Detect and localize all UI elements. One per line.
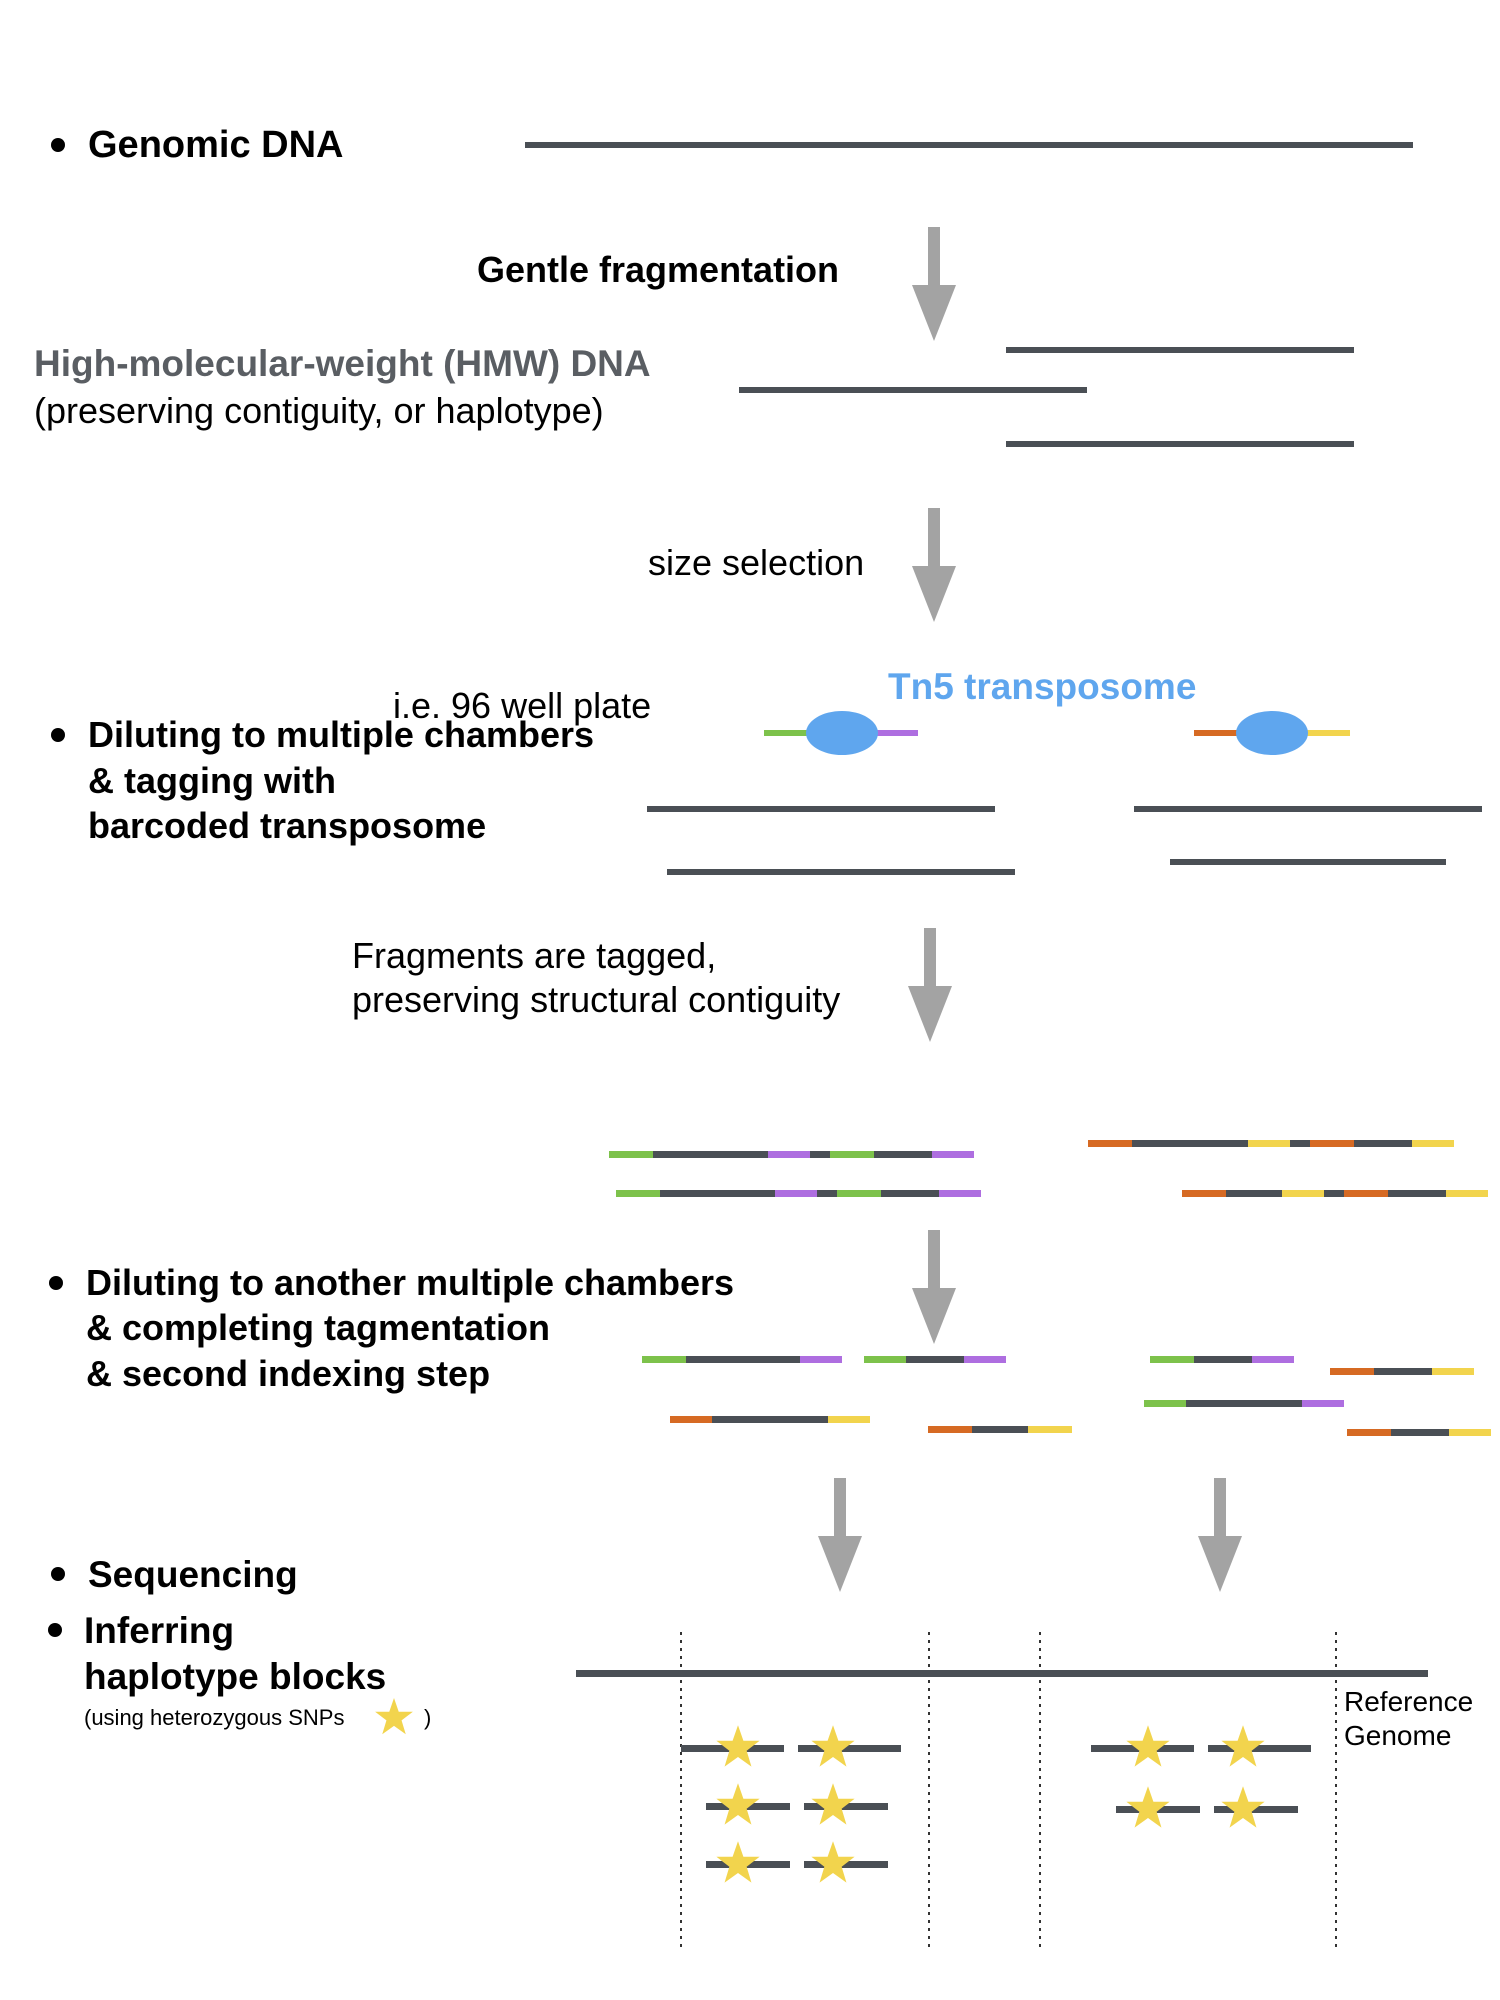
hmw-dna-subtitle: (preserving contiguity, or haplotype) (34, 390, 604, 431)
bullet-diluting-1 (51, 728, 65, 742)
fragments-tagged-line2: preserving structural contiguity (352, 979, 840, 1020)
reference-genome-strand (576, 1670, 1428, 1677)
arrow-down-icon (818, 1478, 862, 1592)
indexed-fragment (928, 1426, 1072, 1433)
hmw-fragment (739, 387, 1087, 393)
haplotype-block-boundaries (680, 1632, 1337, 1950)
barcode-adapter-purple (870, 730, 918, 736)
tn5-transposome-label: Tn5 transposome (888, 666, 1196, 707)
tagged-fragment (616, 1190, 981, 1197)
genomic-dna-strand (525, 142, 1413, 148)
diluting-step1-line1: Diluting to multiple chambers (88, 714, 594, 755)
diluting-step1-line2: & tagging with (88, 760, 336, 801)
indexed-fragment (1150, 1356, 1294, 1363)
aligned-read (804, 1861, 888, 1868)
reference-genome-line2: Genome (1344, 1720, 1451, 1751)
tn5-enzyme-icon (1236, 711, 1308, 755)
arrow-down-icon (912, 227, 956, 341)
indexed-fragment (670, 1416, 870, 1423)
arrow-down-icon (1198, 1478, 1242, 1592)
inferring-line2: haplotype blocks (84, 1656, 386, 1697)
snps-note-close: ) (424, 1705, 431, 1730)
bullet-sequencing (51, 1567, 65, 1581)
diluting-step2-line1: Diluting to another multiple chambers (86, 1262, 734, 1303)
hmw-fragment (1134, 806, 1482, 812)
hmw-fragment (1006, 441, 1354, 447)
bullet-diluting-2 (49, 1276, 63, 1290)
fragments-tagged-line1: Fragments are tagged, (352, 935, 716, 976)
inferring-line1: Inferring (84, 1610, 234, 1651)
bullet-genomic-dna (51, 138, 65, 152)
diluting-step1-line3: barcoded transposome (88, 805, 486, 846)
barcode-adapter-yellow (1302, 730, 1350, 736)
hmw-fragment (1170, 859, 1446, 865)
barcode-adapter-green (764, 730, 810, 736)
aligned-read (804, 1803, 888, 1810)
diluting-step2-line3: & second indexing step (86, 1353, 490, 1394)
snps-note: (using heterozygous SNPs (84, 1705, 344, 1730)
indexed-fragment (1347, 1429, 1491, 1436)
indexed-fragment (1330, 1368, 1474, 1375)
aligned-read (1208, 1745, 1311, 1752)
diluting-step2-line2: & completing tagmentation (86, 1307, 550, 1348)
indexed-fragment (864, 1356, 1006, 1363)
sequencing-label: Sequencing (88, 1554, 298, 1595)
tagged-fragment (1182, 1190, 1488, 1197)
snp-star-icon (375, 1698, 413, 1735)
aligned-read (798, 1745, 901, 1752)
genomic-dna-label: Genomic DNA (88, 124, 343, 166)
well-plate-label: i.e. 96 well plate (393, 685, 651, 726)
hmw-fragment (1006, 347, 1354, 353)
aligned-read (1214, 1806, 1298, 1813)
barcode-adapter-orange (1194, 730, 1240, 736)
hmw-fragment (667, 869, 1015, 875)
indexed-fragment (642, 1356, 842, 1363)
arrow-down-icon (912, 508, 956, 622)
tagged-fragment (609, 1151, 974, 1158)
indexed-fragment (1144, 1400, 1344, 1407)
arrow-down-icon (908, 928, 952, 1042)
tagged-fragment (1088, 1140, 1454, 1147)
size-selection-label: size selection (648, 542, 864, 583)
tn5-enzyme-icon (806, 711, 878, 755)
hmw-dna-title: High-molecular-weight (HMW) DNA (34, 343, 651, 384)
reference-genome-line1: Reference (1344, 1686, 1473, 1717)
gentle-fragmentation-label: Gentle fragmentation (477, 249, 839, 290)
arrow-down-icon (912, 1230, 956, 1344)
bullet-inferring (48, 1623, 62, 1637)
hmw-fragment (647, 806, 995, 812)
